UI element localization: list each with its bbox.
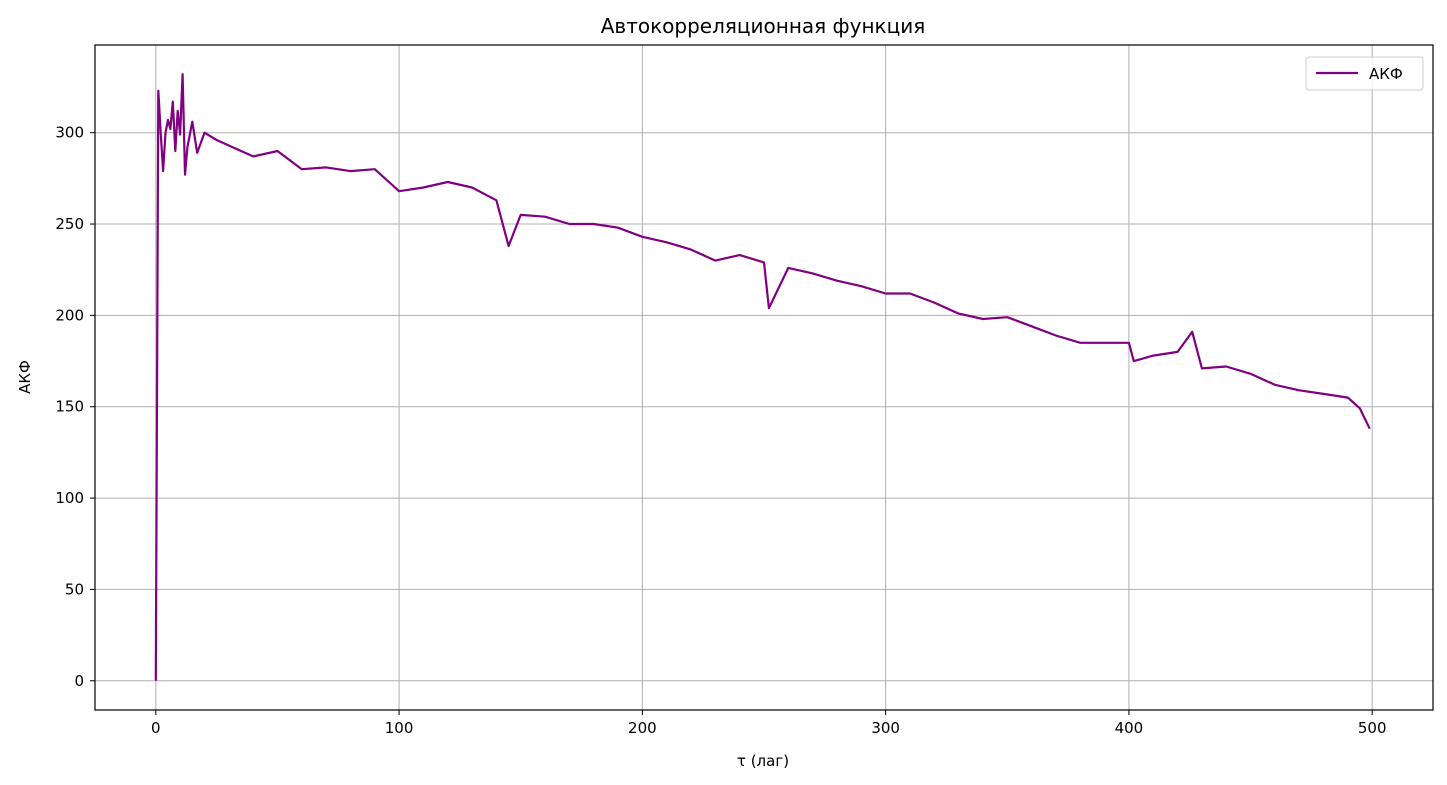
y-tick-label: 300 bbox=[55, 124, 84, 142]
x-tick-label: 200 bbox=[628, 719, 657, 737]
series-layer bbox=[154, 73, 1371, 681]
y-tick-label: 150 bbox=[55, 398, 84, 416]
y-tick-label: 0 bbox=[74, 672, 84, 690]
y-tick-label: 50 bbox=[65, 580, 84, 598]
series-line-akf bbox=[154, 73, 1371, 681]
grid bbox=[95, 45, 1433, 710]
legend: АКФ bbox=[1305, 56, 1424, 91]
x-tick-label: 500 bbox=[1358, 719, 1387, 737]
y-tick-label: 100 bbox=[55, 489, 84, 507]
y-tick-label: 200 bbox=[55, 306, 84, 324]
y-axis: 0 50 100 150 200 250 300 bbox=[55, 124, 95, 690]
y-axis-label: АКФ bbox=[16, 360, 34, 394]
chart-title: Автокорреляционная функция bbox=[601, 14, 926, 38]
x-tick-label: 0 bbox=[151, 719, 161, 737]
x-tick-label: 300 bbox=[871, 719, 900, 737]
x-tick-label: 400 bbox=[1115, 719, 1144, 737]
y-tick-label: 250 bbox=[55, 215, 84, 233]
x-axis-label: τ (лаг) bbox=[737, 752, 789, 770]
axes-frame bbox=[94, 44, 1434, 711]
x-tick-label: 100 bbox=[385, 719, 414, 737]
x-axis: 0 100 200 300 400 500 bbox=[151, 710, 1387, 737]
legend-label: АКФ bbox=[1369, 65, 1403, 83]
legend-box bbox=[1305, 56, 1424, 91]
